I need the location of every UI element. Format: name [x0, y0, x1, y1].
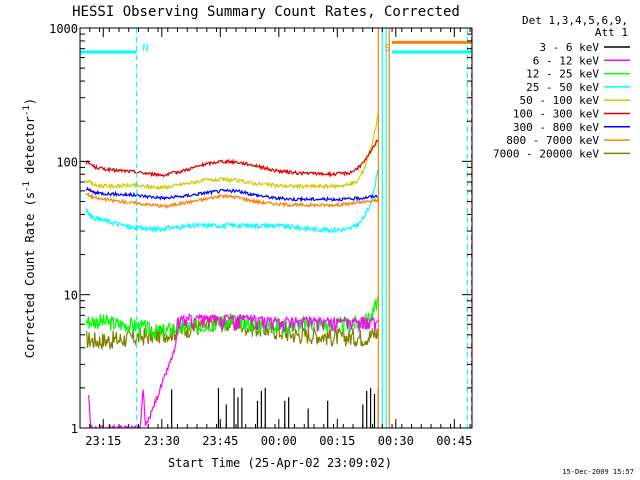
x-axis-title: Start Time (25-Apr-02 23:09:02) — [168, 456, 392, 470]
legend-header-line-1: Det 1,3,4,5,6,9, — [522, 14, 628, 27]
legend-header-line-2: Att 1 — [595, 26, 628, 39]
series-line-800-7000-kev — [85, 192, 379, 210]
plot-frame — [79, 27, 473, 429]
series-line-300-800-kev — [85, 186, 378, 203]
legend-entry-6-12-kev: 6 - 12 keV — [533, 54, 600, 67]
y-axis: 1 10 100 1000 — [49, 22, 472, 436]
x-tick-label: 00:00 — [261, 434, 297, 448]
y-tick-label: 1000 — [49, 22, 78, 36]
x-tick-label: 23:45 — [202, 434, 238, 448]
plot-area — [80, 28, 472, 428]
chart-title: HESSI Observing Summary Count Rates, Cor… — [72, 4, 460, 20]
series-line-6-12-kev — [88, 312, 379, 428]
x-tick-label: 00:30 — [378, 434, 414, 448]
legend-entry-25-50-kev: 25 - 50 keV — [526, 81, 599, 94]
legend-entry-300-800-kev: 300 - 800 keV — [513, 121, 599, 134]
y-tick-label: 10 — [64, 289, 78, 303]
annotation-label-s: S — [384, 43, 390, 54]
series-line-100-300-kev — [85, 139, 379, 178]
x-tick-label: 00:15 — [319, 434, 355, 448]
legend-entry-3-6-kev: 3 - 6 keV — [539, 41, 599, 54]
legend-entry-12-25-kev: 12 - 25 keV — [526, 68, 599, 81]
legend-entry-800-7000-kev: 800 - 7000 keV — [506, 134, 599, 147]
x-tick-label: 23:30 — [144, 434, 180, 448]
x-tick-label: 00:45 — [436, 434, 472, 448]
legend-entry-50-100-kev: 50 - 100 keV — [520, 94, 600, 107]
y-tick-label: 100 — [56, 155, 78, 169]
x-tick-label: 23:15 — [85, 434, 121, 448]
annotation-label-n: N — [143, 43, 149, 54]
series-line-50-100-kev — [85, 114, 379, 191]
timestamp: 15-Dec-2009 15:57 — [562, 468, 634, 476]
y-axis-title: Corrected Count Rate (s-1 detector-1) — [22, 98, 37, 358]
legend-entry-7000-20000-kev: 7000 - 20000 keV — [493, 147, 599, 160]
y-tick-label: 1 — [71, 422, 78, 436]
legend-entry-100-300-kev: 100 - 300 keV — [513, 108, 599, 121]
x-axis: 23:15 23:30 23:45 00:00 00:15 00:30 00:45 — [79, 28, 472, 448]
series-line-25-50-kev — [85, 169, 379, 234]
